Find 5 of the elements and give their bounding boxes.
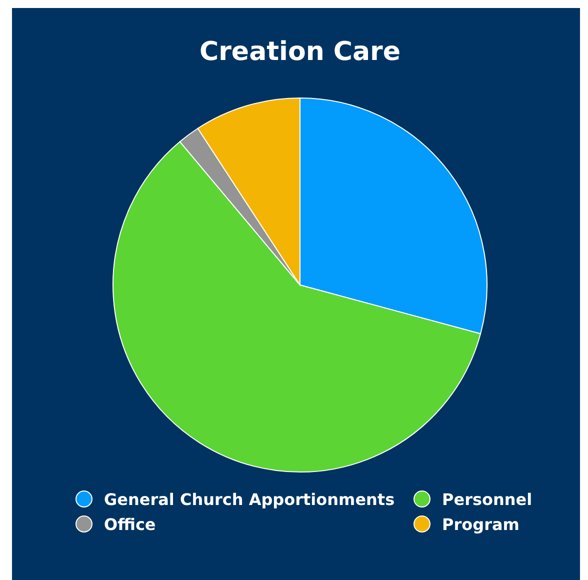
legend-label: Program <box>442 515 520 534</box>
chart-title: Creation Care <box>200 37 400 67</box>
legend-label: General Church Apportionments <box>104 490 395 509</box>
legend-label: Office <box>104 515 156 534</box>
legend-label: Personnel <box>442 490 532 509</box>
